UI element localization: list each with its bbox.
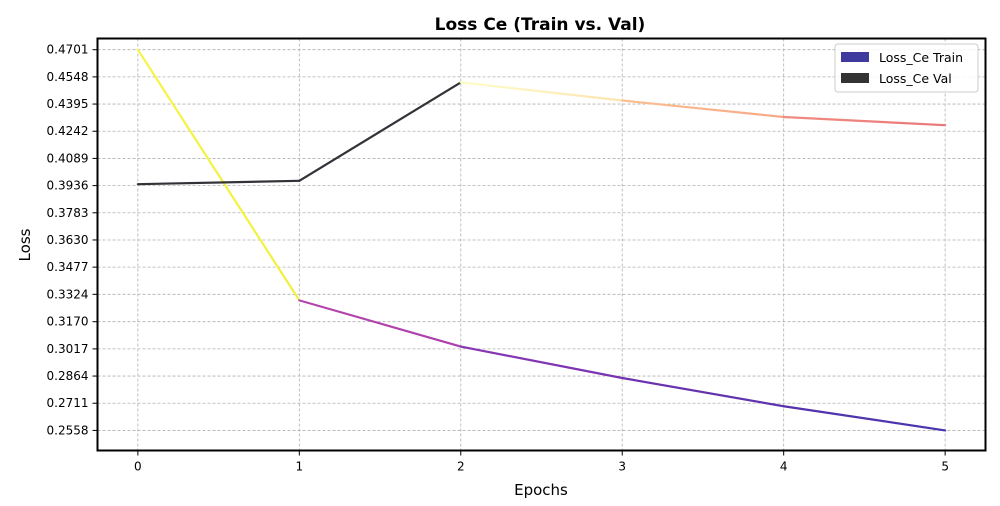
train-line-segment <box>459 345 624 380</box>
x-axis-label: Epochs <box>514 481 568 499</box>
y-tick-label: 0.2711 <box>47 396 89 410</box>
legend-label-train: Loss_Ce Train <box>879 50 963 65</box>
grid-lines <box>97 38 986 451</box>
y-tick-label: 0.4548 <box>47 70 89 84</box>
y-tick-label: 0.3783 <box>47 206 89 220</box>
y-tick-label: 0.4089 <box>47 151 89 165</box>
y-tick-label: 0.4395 <box>47 97 89 111</box>
train-line-segment <box>298 299 462 348</box>
val-line-segment <box>459 81 624 102</box>
y-tick-label: 0.2558 <box>47 423 89 437</box>
y-axis-label: Loss <box>16 228 34 261</box>
train-line-segment <box>621 376 785 408</box>
y-ticks: 0.2558 0.2711 0.2864 0.3017 0.3170 0.3324 0.34… <box>47 43 98 437</box>
legend-swatch-val <box>841 73 869 83</box>
legend-label-val: Loss_Ce Val <box>879 71 952 86</box>
val-line-segment <box>136 179 301 186</box>
x-tick-label: 1 <box>295 460 303 474</box>
legend-swatch-train <box>841 52 869 62</box>
data-lines <box>136 48 947 432</box>
x-tick-label: 2 <box>457 460 465 474</box>
val-line-segment <box>782 115 947 127</box>
val-line-segment <box>298 81 462 182</box>
y-tick-label: 0.3630 <box>47 233 89 247</box>
x-tick-label: 3 <box>618 460 626 474</box>
y-tick-label: 0.3324 <box>47 287 89 301</box>
y-tick-label: 0.4701 <box>47 43 89 57</box>
y-tick-label: 0.3477 <box>47 260 89 274</box>
y-tick-label: 0.4242 <box>47 124 89 138</box>
legend-box <box>834 43 979 93</box>
train-line-segment <box>136 48 301 302</box>
y-tick-label: 0.3170 <box>47 315 89 329</box>
train-line-segment <box>782 405 947 432</box>
x-tick-label: 4 <box>780 460 788 474</box>
y-tick-label: 0.3936 <box>47 179 89 193</box>
plot-frame <box>96 37 987 452</box>
x-tick-label: 5 <box>941 460 949 474</box>
y-tick-label: 0.2864 <box>47 369 89 383</box>
val-line-segment <box>621 99 785 119</box>
chart-title: Loss Ce (Train vs. Val) <box>435 15 646 35</box>
y-tick-label: 0.3017 <box>47 342 89 356</box>
x-ticks: 0 1 2 3 4 5 <box>134 450 949 474</box>
legend: Loss_Ce Train Loss_Ce Val <box>834 43 979 93</box>
x-tick-label: 0 <box>134 460 142 474</box>
